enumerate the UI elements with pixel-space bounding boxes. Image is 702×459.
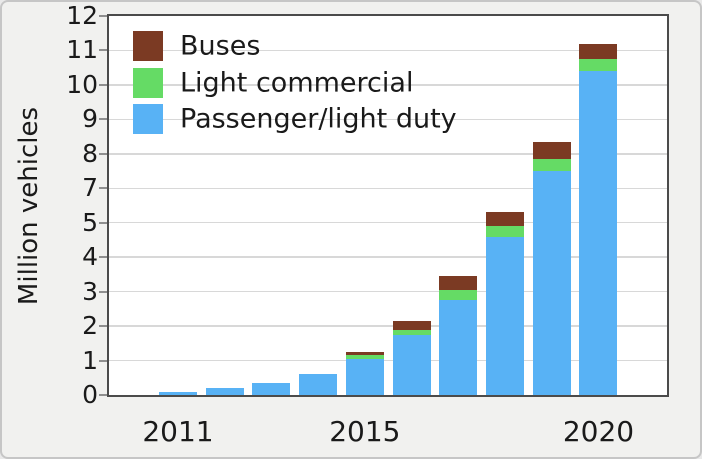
bar-segment-light-commercial [532, 159, 571, 172]
bar-segment-buses [532, 141, 571, 159]
y-tick-mark [99, 325, 107, 328]
bar-segment-light-commercial [345, 355, 384, 359]
plot-area [107, 14, 669, 397]
bar-segment-passenger-light-duty [392, 334, 431, 395]
gridline [109, 49, 667, 52]
bar-2012 [205, 16, 244, 395]
y-tick-mark [99, 290, 107, 293]
legend-swatch [133, 31, 163, 61]
y-tick-label: 0 [82, 380, 98, 409]
gridline [109, 256, 667, 258]
bar-segment-passenger-light-duty [252, 382, 291, 395]
y-tick-mark [99, 221, 107, 224]
y-tick-mark [99, 49, 107, 52]
bar-2019 [532, 16, 571, 395]
y-tick-label: 1 [82, 345, 98, 375]
bar-segment-light-commercial [439, 289, 478, 301]
gridline [109, 118, 667, 121]
bar-segment-buses [486, 212, 525, 227]
bar-segment-buses [579, 43, 618, 60]
y-tick-mark [99, 83, 107, 86]
bar-segment-passenger-light-duty [532, 171, 571, 395]
bar-segment-light-commercial [579, 59, 618, 72]
gridline [109, 84, 667, 86]
bar-2018 [486, 16, 525, 395]
y-tick-label: 7 [82, 173, 98, 203]
bar-segment-light-commercial [392, 329, 431, 335]
legend-label: Buses [180, 30, 261, 62]
bar-2015 [345, 16, 384, 395]
legend-label: Light commercial [180, 67, 414, 98]
bar-segment-buses [392, 320, 431, 330]
y-tick-label: 3 [82, 276, 98, 306]
x-tick-label: 2011 [142, 415, 214, 448]
y-tick-mark [99, 256, 107, 259]
bar-segment-passenger-light-duty [345, 358, 384, 395]
bar-2013 [252, 16, 291, 395]
bar-segment-passenger-light-duty [159, 392, 197, 395]
y-tick-label: 12 [66, 1, 98, 30]
y-tick-label: 8 [82, 138, 98, 168]
y-tick-mark [99, 359, 107, 362]
y-tick-label: 11 [66, 35, 98, 65]
y-tick-label: 5 [82, 207, 98, 237]
bar-segment-passenger-light-duty [486, 236, 525, 395]
bar-2017 [439, 16, 478, 395]
gridline [109, 290, 667, 293]
y-tick-label: 9 [82, 104, 98, 134]
bar-2016 [392, 16, 431, 395]
bar-2011 [159, 16, 197, 395]
y-tick-label: 4 [82, 242, 98, 272]
gridline [109, 221, 667, 224]
bar-2014 [299, 16, 338, 395]
x-tick-label: 2020 [562, 415, 635, 448]
gridline [109, 359, 667, 362]
bar-segment-light-commercial [486, 226, 525, 237]
x-tick-label: 2015 [329, 415, 401, 448]
legend-label: Passenger/light duty [180, 103, 457, 135]
bar-segment-passenger-light-duty [205, 388, 244, 395]
legend-swatch [133, 104, 163, 134]
gridline [109, 325, 667, 327]
legend-swatch [133, 67, 163, 98]
gridline [109, 187, 667, 190]
y-tick-mark [99, 187, 107, 190]
y-tick-label: 10 [66, 69, 98, 99]
bar-segment-buses [345, 351, 384, 356]
gridline [109, 153, 667, 155]
bar-segment-passenger-light-duty [299, 374, 338, 395]
y-tick-label: 2 [82, 311, 98, 341]
bar-segment-buses [439, 276, 478, 290]
bar-segment-passenger-light-duty [439, 300, 478, 395]
bar-2020 [579, 16, 618, 395]
y-tick-mark [99, 15, 107, 17]
y-tick-mark [99, 394, 107, 396]
y-tick-mark [99, 118, 107, 121]
y-tick-mark [99, 152, 107, 155]
bar-segment-passenger-light-duty [579, 71, 618, 395]
